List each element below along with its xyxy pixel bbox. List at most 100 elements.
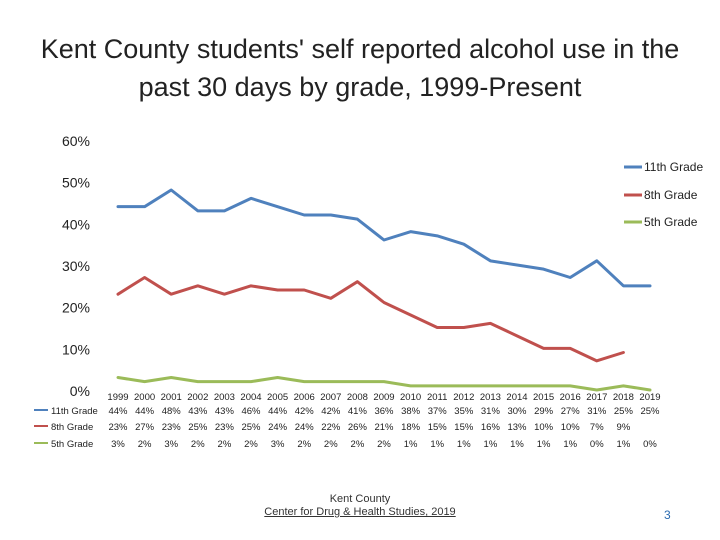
data-label: 23% <box>215 422 235 433</box>
data-label: 7% <box>590 422 604 433</box>
x-tick-label: 2007 <box>320 392 341 403</box>
data-label: 42% <box>321 406 341 417</box>
data-label: 2% <box>191 439 205 450</box>
data-label: 44% <box>268 406 288 417</box>
series-line-8th-grade <box>116 276 625 363</box>
data-label: 27% <box>561 406 581 417</box>
legend-label-8th-grade: 8th Grade <box>644 188 698 202</box>
page-number: 3 <box>664 508 671 522</box>
x-tick-label: 2001 <box>161 392 182 403</box>
x-tick-label: 2015 <box>533 392 554 403</box>
data-label: 3% <box>164 439 178 450</box>
data-label: 10% <box>561 422 581 433</box>
series-lines <box>116 188 652 392</box>
y-tick-label: 50% <box>62 175 90 191</box>
y-tick-label: 40% <box>62 216 90 232</box>
data-label: 46% <box>241 406 261 417</box>
data-label: 43% <box>215 406 235 417</box>
data-label: 15% <box>454 422 474 433</box>
x-tick-label: 2000 <box>134 392 155 403</box>
data-table: 1999 2000 2001 2002 2003 2004 2005 2006 2007 2008… <box>34 392 661 450</box>
data-label: 25% <box>241 422 261 433</box>
data-label: 44% <box>135 406 155 417</box>
x-tick-label: 2017 <box>586 392 607 403</box>
data-label: 18% <box>401 422 421 433</box>
data-label: 27% <box>135 422 155 433</box>
x-tick-label: 2002 <box>187 392 208 403</box>
data-label: 22% <box>321 422 341 433</box>
data-label: 29% <box>534 406 554 417</box>
data-label: 1% <box>457 439 471 450</box>
table-row-header: 11th Grade <box>51 406 98 417</box>
legend-label-5th-grade: 5th Grade <box>644 215 698 229</box>
x-tick-label: 2003 <box>214 392 235 403</box>
data-label: 44% <box>108 406 128 417</box>
data-label: 1% <box>484 439 498 450</box>
data-label: 41% <box>348 406 368 417</box>
x-tick-label: 2019 <box>639 392 660 403</box>
table-row-header: 5th Grade <box>51 439 93 450</box>
x-tick-label: 2018 <box>613 392 634 403</box>
x-tick-label: 2004 <box>240 392 261 403</box>
x-tick-label: 2009 <box>373 392 394 403</box>
slide-title: Kent County students' self reported alco… <box>40 34 680 102</box>
data-label: 43% <box>188 406 208 417</box>
y-tick-label: 10% <box>62 341 90 357</box>
data-label: 1% <box>510 439 524 450</box>
data-label: 10% <box>534 422 554 433</box>
data-label: 2% <box>244 439 258 450</box>
y-tick-label: 30% <box>62 258 90 274</box>
footer-org: Kent County <box>329 493 391 505</box>
data-label: 25% <box>640 406 660 417</box>
data-label: 38% <box>401 406 421 417</box>
data-label: 36% <box>374 406 394 417</box>
data-label: 31% <box>481 406 501 417</box>
x-tick-label: 2010 <box>400 392 421 403</box>
data-label: 0% <box>590 439 604 450</box>
data-label: 37% <box>428 406 448 417</box>
footer-source-link[interactable]: Center for Drug & Health Studies, 2019 <box>264 506 456 518</box>
data-label: 35% <box>454 406 474 417</box>
series-line-5th-grade <box>116 376 652 392</box>
legend-label-11th-grade: 11th Grade <box>644 160 703 174</box>
data-label: 0% <box>643 439 657 450</box>
x-tick-label: 2013 <box>480 392 501 403</box>
x-tick-label: 2008 <box>347 392 368 403</box>
data-label: 13% <box>507 422 527 433</box>
data-label: 2% <box>297 439 311 450</box>
data-label: 3% <box>271 439 285 450</box>
data-label: 1% <box>563 439 577 450</box>
data-label: 48% <box>162 406 182 417</box>
data-label: 25% <box>188 422 208 433</box>
data-label: 30% <box>507 406 527 417</box>
data-label: 9% <box>617 422 631 433</box>
data-label: 1% <box>617 439 631 450</box>
data-label: 31% <box>587 406 607 417</box>
data-label: 26% <box>348 422 368 433</box>
data-label: 23% <box>108 422 128 433</box>
table-row-header: 8th Grade <box>51 422 93 433</box>
data-label: 25% <box>614 406 634 417</box>
y-tick-label: 0% <box>70 383 90 399</box>
x-tick-label: 2014 <box>506 392 527 403</box>
data-label: 2% <box>218 439 232 450</box>
data-label: 23% <box>162 422 182 433</box>
x-tick-label: 2005 <box>267 392 288 403</box>
data-label: 2% <box>324 439 338 450</box>
data-label: 2% <box>138 439 152 450</box>
y-tick-label: 20% <box>62 300 90 316</box>
footer: Kent County Center for Drug & Health Stu… <box>230 493 490 519</box>
data-label: 16% <box>481 422 501 433</box>
data-label: 2% <box>351 439 365 450</box>
data-label: 24% <box>295 422 315 433</box>
data-label: 2% <box>377 439 391 450</box>
x-tick-label: 2016 <box>560 392 581 403</box>
data-label: 42% <box>295 406 315 417</box>
data-label: 1% <box>430 439 444 450</box>
data-label: 1% <box>404 439 418 450</box>
data-label: 1% <box>537 439 551 450</box>
y-tick-label: 60% <box>62 133 90 149</box>
x-tick-label: 2011 <box>427 392 447 403</box>
data-label: 21% <box>374 422 394 433</box>
